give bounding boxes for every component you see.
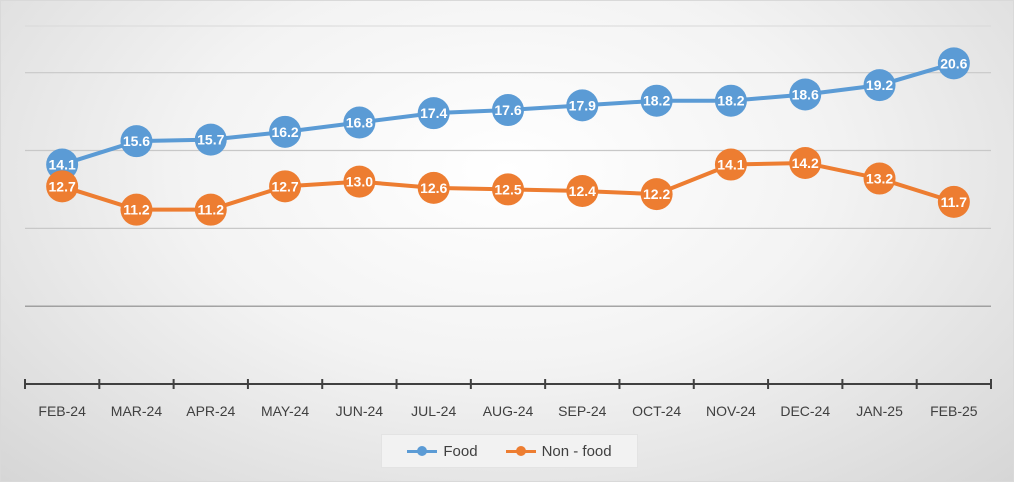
data-point-food — [269, 115, 302, 148]
x-tick-label: MAR-24 — [111, 403, 163, 419]
data-label-food: 17.9 — [569, 97, 596, 113]
data-point-food — [120, 125, 153, 158]
data-point-non-food — [714, 148, 747, 181]
data-point-non-food — [46, 170, 79, 203]
data-point-food — [566, 89, 599, 122]
data-point-non-food — [492, 173, 524, 206]
legend-label-non-food: Non - food — [541, 442, 612, 460]
data-point-non-food — [789, 146, 822, 179]
data-label-non-food: 12.5 — [494, 181, 521, 197]
data-point-non-food — [566, 174, 599, 207]
x-tick-label: APR-24 — [186, 403, 235, 419]
data-point-food — [194, 123, 227, 156]
data-point-food — [343, 106, 376, 139]
x-tick-label: FEB-24 — [38, 403, 86, 419]
x-tick-label: JAN-25 — [856, 403, 903, 419]
data-point-non-food — [640, 178, 673, 211]
data-label-food: 18.2 — [717, 93, 744, 109]
x-tick-label: DEC-24 — [780, 403, 830, 419]
data-point-non-food — [937, 185, 970, 218]
data-label-non-food: 13.2 — [866, 171, 893, 187]
data-label-non-food: 13.0 — [346, 174, 373, 190]
data-point-food — [863, 69, 896, 102]
x-tick-label: AUG-24 — [483, 403, 534, 419]
data-label-non-food: 11.2 — [198, 202, 225, 218]
x-tick-label: SEP-24 — [558, 403, 606, 419]
data-label-non-food: 12.4 — [569, 183, 596, 199]
data-label-food: 17.4 — [420, 105, 447, 121]
data-label-non-food: 12.6 — [420, 180, 447, 196]
x-tick-label: JUN-24 — [336, 403, 384, 419]
data-label-non-food: 14.2 — [792, 155, 819, 171]
x-tick-label: FEB-25 — [930, 403, 978, 419]
data-label-food: 15.7 — [197, 132, 224, 148]
data-label-non-food: 11.2 — [123, 202, 150, 218]
data-label-non-food: 12.7 — [271, 178, 298, 194]
data-label-food: 19.2 — [866, 77, 893, 93]
data-label-food: 18.6 — [792, 86, 819, 102]
data-label-non-food: 11.7 — [941, 194, 968, 210]
x-tick-label: MAY-24 — [261, 403, 309, 419]
legend-item-non-food: Non - food — [505, 442, 612, 460]
data-label-food: 20.6 — [940, 55, 967, 71]
data-point-food — [937, 47, 970, 80]
data-label-non-food: 12.7 — [49, 178, 76, 194]
x-tick-label: NOV-24 — [706, 403, 756, 419]
legend-label-food: Food — [443, 442, 478, 460]
legend: Food Non - food — [381, 434, 638, 468]
legend-swatch-non-food — [505, 446, 536, 456]
data-label-food: 17.6 — [494, 102, 521, 118]
x-tick-label: OCT-24 — [632, 403, 681, 419]
data-point-food — [417, 97, 450, 130]
data-point-non-food — [343, 165, 376, 198]
data-point-non-food — [863, 162, 896, 195]
data-point-non-food — [120, 193, 153, 226]
x-tick-label: JUL-24 — [411, 403, 456, 419]
data-label-food: 16.2 — [271, 124, 298, 140]
data-point-non-food — [269, 170, 302, 203]
data-point-food — [714, 84, 747, 117]
data-label-non-food: 14.1 — [717, 157, 744, 173]
data-label-food: 16.8 — [346, 115, 373, 131]
legend-swatch-food — [407, 446, 438, 456]
data-label-non-food: 12.2 — [643, 186, 670, 202]
data-point-food — [492, 94, 524, 127]
legend-item-food: Food — [407, 442, 478, 460]
data-point-food — [640, 84, 673, 117]
data-point-non-food — [417, 171, 450, 204]
data-point-food — [789, 78, 822, 111]
data-point-non-food — [194, 193, 227, 226]
data-label-food: 18.2 — [643, 93, 670, 109]
data-label-food: 15.6 — [123, 133, 150, 149]
data-label-food: 14.1 — [49, 157, 76, 173]
